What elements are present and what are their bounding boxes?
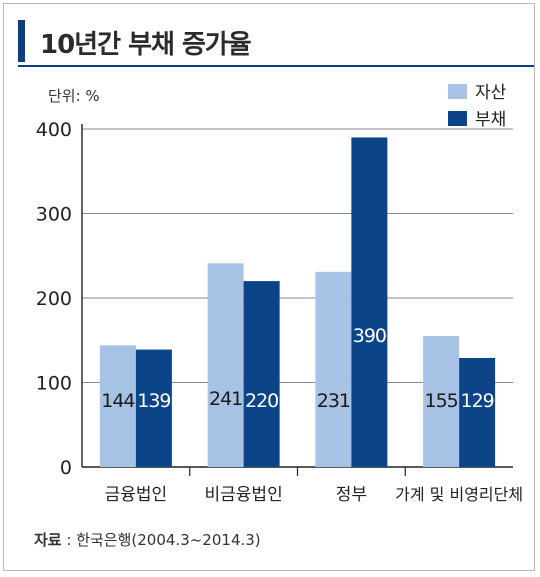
legend-swatch-debt (448, 111, 467, 126)
data-label: 144 (101, 390, 135, 412)
unit-label: 단위: % (48, 87, 100, 105)
title-bar: 10년간 부채 증가율 (4, 4, 534, 67)
data-label: 129 (460, 390, 493, 412)
data-label: 139 (137, 390, 170, 412)
x-tick-label: 금융법인 (105, 485, 168, 504)
bar-debt (135, 349, 172, 467)
bar-chart: 0 100 200 300 400 144 139 금융법인 241 220 비금융법인 231 390… (36, 83, 523, 504)
data-label: 241 (209, 388, 242, 410)
data-label: 155 (424, 390, 457, 412)
y-tick-label: 400 (36, 119, 72, 141)
chart-title: 10년간 부채 증가율 (40, 30, 252, 60)
y-tick-label: 100 (36, 373, 72, 395)
source-label: 자료 (34, 531, 62, 549)
bar-debt (351, 137, 388, 467)
bar-asset (315, 271, 352, 467)
x-tick-label: 정부 (336, 485, 367, 504)
title-underline (18, 65, 534, 67)
legend-swatch-asset (448, 84, 467, 99)
x-tick-label: 가계 및 비영리단체 (395, 485, 523, 504)
title-accent-bar (18, 20, 25, 62)
data-label: 231 (317, 390, 350, 412)
y-tick-label: 0 (60, 457, 72, 479)
x-tick-label: 비금융법인 (205, 485, 283, 504)
data-label: 390 (353, 325, 386, 347)
legend-label: 부채 (475, 110, 506, 130)
bar-asset (423, 336, 460, 467)
legend-label: 자산 (475, 83, 507, 103)
y-tick-label: 200 (36, 288, 72, 310)
source-separator: : (61, 531, 77, 549)
bar-asset (99, 345, 136, 467)
source-text: 한국은행(2004.3~2014.3) (76, 531, 261, 549)
source-note: 자료 : 한국은행(2004.3~2014.3) (34, 529, 261, 550)
y-tick-label: 300 (36, 204, 72, 226)
bar-debt (459, 357, 496, 467)
chart-frame: 10년간 부채 증가율 단위: % 0 100 200 300 400 144 139 금융법… (3, 3, 535, 571)
bar-asset (207, 263, 244, 467)
bar-debt (243, 281, 280, 467)
data-label: 220 (245, 390, 278, 412)
